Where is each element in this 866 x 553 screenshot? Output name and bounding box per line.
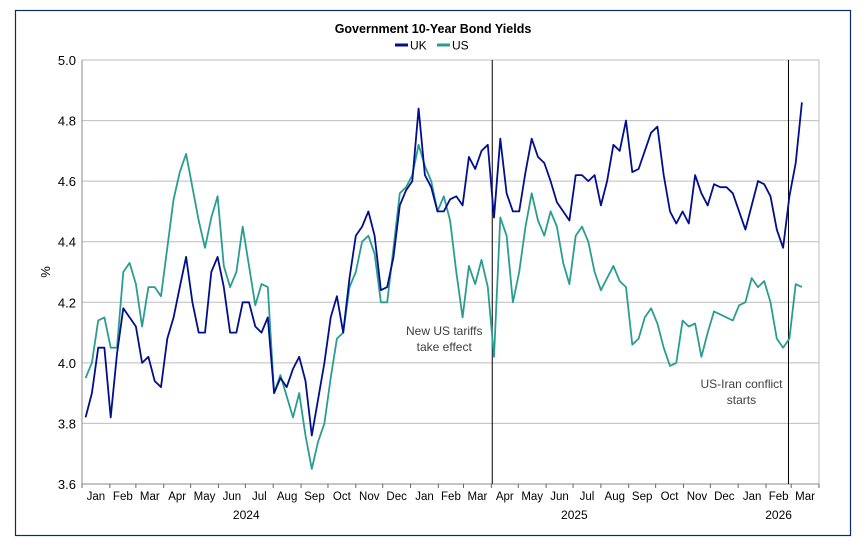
y-tick-label: 4.0 xyxy=(58,356,76,371)
y-axis-label: % xyxy=(38,266,53,278)
y-tick-label: 3.6 xyxy=(58,477,76,492)
x-tick-label: Apr xyxy=(496,491,514,503)
x-tick-label: Jun xyxy=(550,491,569,503)
x-tick-label: Jan xyxy=(415,491,434,503)
x-tick-label: Feb xyxy=(769,491,789,503)
y-tick-label: 4.2 xyxy=(58,295,76,310)
y-tick-label: 4.4 xyxy=(58,235,76,250)
y-tick-label: 3.8 xyxy=(58,416,76,431)
year-label: 2026 xyxy=(765,508,792,522)
x-tick-label: Mar xyxy=(140,491,160,503)
series-lines xyxy=(84,102,803,470)
event-markers: New US tariffs take effect US-Iran conflic… xyxy=(406,60,789,484)
x-tick-label: Dec xyxy=(714,491,735,503)
year-label: 2025 xyxy=(561,508,588,522)
y-tick-labels: 3.6 3.8 4.0 4.2 4.4 4.6 4.8 5.0 xyxy=(58,53,76,492)
x-tick-label: Feb xyxy=(441,491,461,503)
x-tick-label: Feb xyxy=(113,491,133,503)
x-tick-label: Dec xyxy=(386,491,407,503)
x-tick-label: Mar xyxy=(468,491,488,503)
chart-title: Government 10-Year Bond Yields xyxy=(335,22,532,36)
legend-label-us: US xyxy=(452,39,469,53)
x-tick-label: May xyxy=(194,491,216,503)
x-tick-label: Nov xyxy=(687,491,708,503)
x-tick-label: Oct xyxy=(661,491,680,503)
annotation-text: starts xyxy=(727,393,756,407)
legend-label-uk: UK xyxy=(410,39,427,53)
x-tick-label: Sep xyxy=(632,491,652,503)
x-tick-label: Nov xyxy=(359,491,380,503)
series-line-uk xyxy=(84,102,803,437)
x-tick-label: Jul xyxy=(580,491,595,503)
x-tick-label: Jan xyxy=(743,491,762,503)
year-label: 2024 xyxy=(233,508,260,522)
legend: UK US xyxy=(395,39,469,53)
x-tick-label: Jan xyxy=(87,491,106,503)
x-axis: Jan Feb Mar Apr May Jun Jul Aug Sep Oct Nov Dec Jan F… xyxy=(81,483,820,522)
y-tick-label: 5.0 xyxy=(58,53,76,68)
annotation-text: US-Iran conflict xyxy=(700,377,783,391)
chart-frame xyxy=(14,9,852,537)
x-tick-label: May xyxy=(521,491,543,503)
annotation-text: New US tariffs xyxy=(406,324,482,338)
annotation-text: take effect xyxy=(417,340,473,354)
y-tick-label: 4.6 xyxy=(58,174,76,189)
x-tick-label: Aug xyxy=(605,491,625,503)
series-line-us xyxy=(84,143,803,470)
x-tick-label: Jun xyxy=(223,491,242,503)
x-tick-label: Apr xyxy=(168,491,186,503)
x-tick-label: Aug xyxy=(277,491,297,503)
y-tick-label: 4.8 xyxy=(58,114,76,129)
x-tick-label: Sep xyxy=(304,491,324,503)
x-tick-label: Oct xyxy=(333,491,352,503)
x-tick-label: Jul xyxy=(252,491,267,503)
x-tick-label: Mar xyxy=(795,491,815,503)
